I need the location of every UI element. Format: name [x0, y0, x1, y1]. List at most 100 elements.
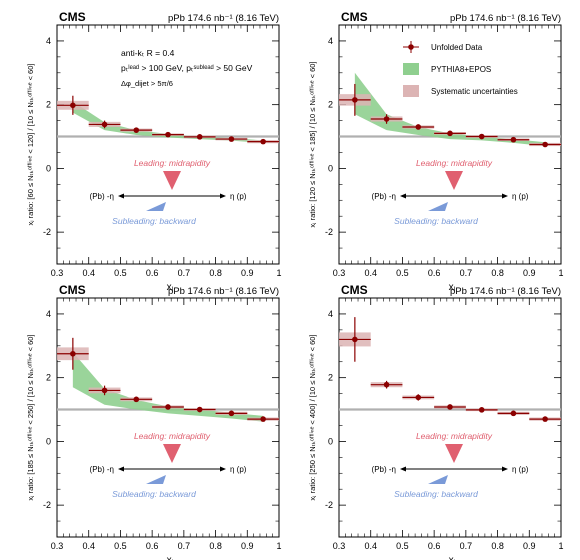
- y-tick-label: 0: [328, 436, 333, 446]
- eta-arrow-left: [118, 466, 124, 472]
- subleading-jet-triangle: [428, 202, 448, 211]
- leading-jet-triangle: [163, 444, 181, 463]
- y-tick-label: 0: [46, 163, 51, 173]
- eta-left-label: (Pb) -η: [372, 192, 396, 201]
- legend-pythia-swatch: [403, 63, 419, 75]
- data-point: [228, 410, 235, 417]
- x-tick-label: 0.5: [396, 541, 409, 551]
- eta-right-label: η (p): [230, 192, 247, 201]
- data-point: [478, 133, 485, 140]
- x-tick-label: 0.4: [82, 268, 95, 278]
- subleading-jet-triangle: [146, 475, 166, 484]
- x-tick-label: 0.9: [523, 541, 536, 551]
- x-axis-title: xⱼ: [449, 555, 456, 560]
- cut-dphi: Δφ_dijet > 5π/6: [121, 79, 173, 88]
- cut-algo: anti-kₜ R = 0.4: [121, 48, 175, 58]
- data-point: [228, 136, 235, 142]
- lumi-label: pPb 174.6 nb⁻¹ (8.16 TeV): [450, 286, 561, 297]
- x-tick-label: 0.3: [333, 268, 346, 278]
- y-axis-title: xⱼ ratio: [250 ≤ Nₜₖᵒᶠᶠˡⁱⁿᵉ < 400] / [10…: [308, 334, 317, 500]
- x-tick-label: 0.6: [146, 268, 159, 278]
- data-point: [352, 336, 358, 343]
- data-point: [165, 131, 171, 138]
- x-tick-label: 0.6: [428, 268, 441, 278]
- y-axis-title: xⱼ ratio: [120 ≤ Nₜₖᵒᶠᶠˡⁱⁿᵉ < 185] / [10…: [308, 61, 317, 227]
- leading-label: Leading: midrapidity: [134, 431, 211, 441]
- y-tick-label: 4: [46, 309, 51, 319]
- data-point: [447, 404, 453, 410]
- x-tick-label: 0.4: [364, 268, 377, 278]
- x-axis-title: xⱼ: [449, 282, 456, 293]
- data-point: [542, 416, 548, 422]
- y-tick-label: 2: [46, 373, 51, 383]
- eta-arrow-right: [220, 193, 226, 199]
- plot-frame: [338, 297, 562, 538]
- y-axis-title: xⱼ ratio: [60 ≤ Nₜₖᵒᶠᶠˡⁱⁿᵉ < 120] / [10 …: [26, 64, 35, 226]
- x-tick-label: 0.7: [178, 268, 191, 278]
- data-point: [352, 97, 358, 103]
- data-point: [260, 416, 266, 422]
- y-tick-label: 2: [328, 373, 333, 383]
- data-point: [101, 387, 108, 394]
- legend-syst-swatch: [403, 85, 419, 97]
- cut-pt: pₜˡᵉᵃᵈ > 100 GeV, pₜˢᵘᵇˡᵉᵃᵈ > 50 GeV: [121, 63, 253, 73]
- y-tick-label: 4: [46, 36, 51, 46]
- subleading-label: Subleading: backward: [112, 489, 196, 499]
- y-tick-label: 2: [328, 100, 333, 110]
- y-tick-label: -2: [325, 227, 333, 237]
- plot-frame: [56, 24, 280, 265]
- data-point: [101, 121, 108, 128]
- data-point: [415, 124, 422, 130]
- legend-pythia-label: PYTHIA8+EPOS: [431, 65, 491, 74]
- leading-jet-triangle: [445, 444, 463, 463]
- lumi-label: pPb 174.6 nb⁻¹ (8.16 TeV): [168, 13, 279, 24]
- data-point: [383, 381, 390, 388]
- x-tick-label: 0.3: [333, 541, 346, 551]
- legend-syst-label: Systematic uncertainties: [431, 87, 518, 96]
- x-tick-label: 0.7: [178, 541, 191, 551]
- x-tick-label: 0.3: [51, 268, 64, 278]
- y-tick-label: 4: [328, 309, 333, 319]
- x-tick-label: 0.3: [51, 541, 64, 551]
- data-point: [133, 396, 140, 403]
- y-tick-label: 0: [46, 436, 51, 446]
- leading-jet-triangle: [445, 171, 463, 190]
- y-tick-label: -2: [43, 500, 51, 510]
- data-point: [510, 410, 517, 417]
- pythia-band: [72, 352, 264, 422]
- x-tick-label: 0.8: [491, 268, 504, 278]
- x-axis-title: xⱼ: [167, 282, 174, 293]
- x-tick-label: 0.4: [364, 541, 377, 551]
- leading-label: Leading: midrapidity: [416, 431, 493, 441]
- y-tick-label: 4: [328, 36, 333, 46]
- x-tick-label: 0.6: [146, 541, 159, 551]
- plot-frame: [338, 24, 562, 265]
- data-point: [510, 136, 517, 143]
- x-tick-label: 0.9: [241, 541, 254, 551]
- data-point: [260, 138, 266, 145]
- data-point: [542, 141, 548, 148]
- x-tick-label: 0.5: [114, 268, 127, 278]
- x-tick-label: 1: [276, 268, 281, 278]
- eta-arrow-right: [502, 466, 508, 472]
- cms-label: CMS: [341, 283, 368, 297]
- chart-panel-3: 0.3 0.4 0.5 0.6 0.7 0.8 0.9 1 -2 0 2 4 Leading: midr…: [26, 283, 282, 560]
- x-axis-title: xⱼ: [167, 555, 174, 560]
- x-tick-label: 1: [558, 541, 563, 551]
- y-tick-label: 2: [46, 100, 51, 110]
- x-tick-label: 0.9: [241, 268, 254, 278]
- data-point: [447, 130, 453, 137]
- x-tick-label: 0.7: [460, 541, 473, 551]
- y-tick-label: -2: [43, 227, 51, 237]
- subleading-label: Subleading: backward: [112, 216, 196, 226]
- x-tick-label: 0.9: [523, 268, 536, 278]
- data-point: [478, 407, 485, 413]
- subleading-jet-triangle: [146, 202, 166, 211]
- eta-arrow-left: [118, 193, 124, 199]
- y-axis-title: xⱼ ratio: [185 ≤ Nₜₖᵒᶠᶠˡⁱⁿᵉ < 250] / [10…: [26, 334, 35, 500]
- x-tick-label: 0.5: [396, 268, 409, 278]
- eta-left-label: (Pb) -η: [90, 465, 114, 474]
- x-tick-label: 1: [558, 268, 563, 278]
- leading-jet-triangle: [163, 171, 181, 190]
